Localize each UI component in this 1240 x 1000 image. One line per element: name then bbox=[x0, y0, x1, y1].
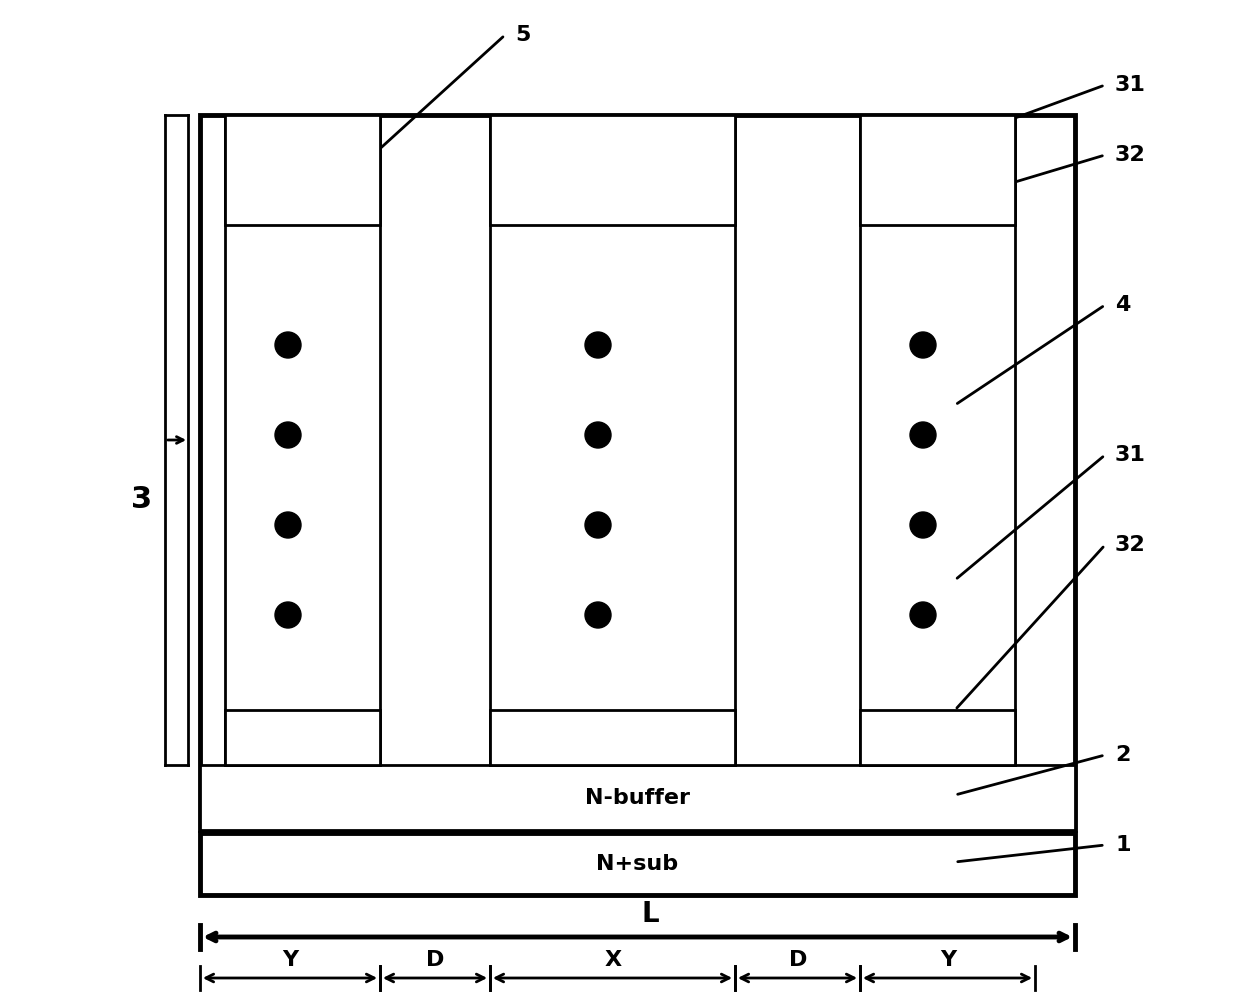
Circle shape bbox=[910, 512, 936, 538]
Text: 1: 1 bbox=[1115, 835, 1131, 855]
Text: D: D bbox=[789, 950, 807, 970]
Circle shape bbox=[910, 422, 936, 448]
Bar bbox=[490, 710, 735, 765]
Bar bbox=[200, 765, 1075, 830]
Text: L: L bbox=[641, 900, 658, 928]
Bar bbox=[200, 833, 1075, 895]
Bar bbox=[490, 115, 735, 225]
Bar bbox=[490, 115, 735, 765]
Bar bbox=[861, 115, 1016, 225]
Text: Y: Y bbox=[281, 950, 298, 970]
Bar bbox=[861, 115, 1016, 765]
Text: N-buffer: N-buffer bbox=[585, 788, 689, 808]
Circle shape bbox=[910, 602, 936, 628]
Text: 32: 32 bbox=[1115, 535, 1146, 555]
Circle shape bbox=[585, 422, 611, 448]
Circle shape bbox=[585, 332, 611, 358]
Circle shape bbox=[910, 332, 936, 358]
Text: 3: 3 bbox=[131, 486, 153, 514]
Circle shape bbox=[275, 602, 301, 628]
Circle shape bbox=[585, 602, 611, 628]
Bar bbox=[224, 115, 379, 765]
Bar bbox=[200, 115, 1075, 830]
Text: 31: 31 bbox=[1115, 75, 1146, 95]
Text: 4: 4 bbox=[1115, 295, 1131, 315]
Circle shape bbox=[275, 512, 301, 538]
Circle shape bbox=[275, 332, 301, 358]
Text: 5: 5 bbox=[515, 25, 531, 45]
Bar bbox=[861, 710, 1016, 765]
Text: Y: Y bbox=[940, 950, 956, 970]
Bar bbox=[224, 115, 379, 225]
Bar bbox=[224, 710, 379, 765]
Text: 32: 32 bbox=[1115, 145, 1146, 165]
Text: 2: 2 bbox=[1115, 745, 1131, 765]
Text: X: X bbox=[604, 950, 621, 970]
Circle shape bbox=[275, 422, 301, 448]
Text: N+sub: N+sub bbox=[596, 854, 678, 874]
Text: D: D bbox=[425, 950, 444, 970]
Text: 31: 31 bbox=[1115, 445, 1146, 465]
Circle shape bbox=[585, 512, 611, 538]
